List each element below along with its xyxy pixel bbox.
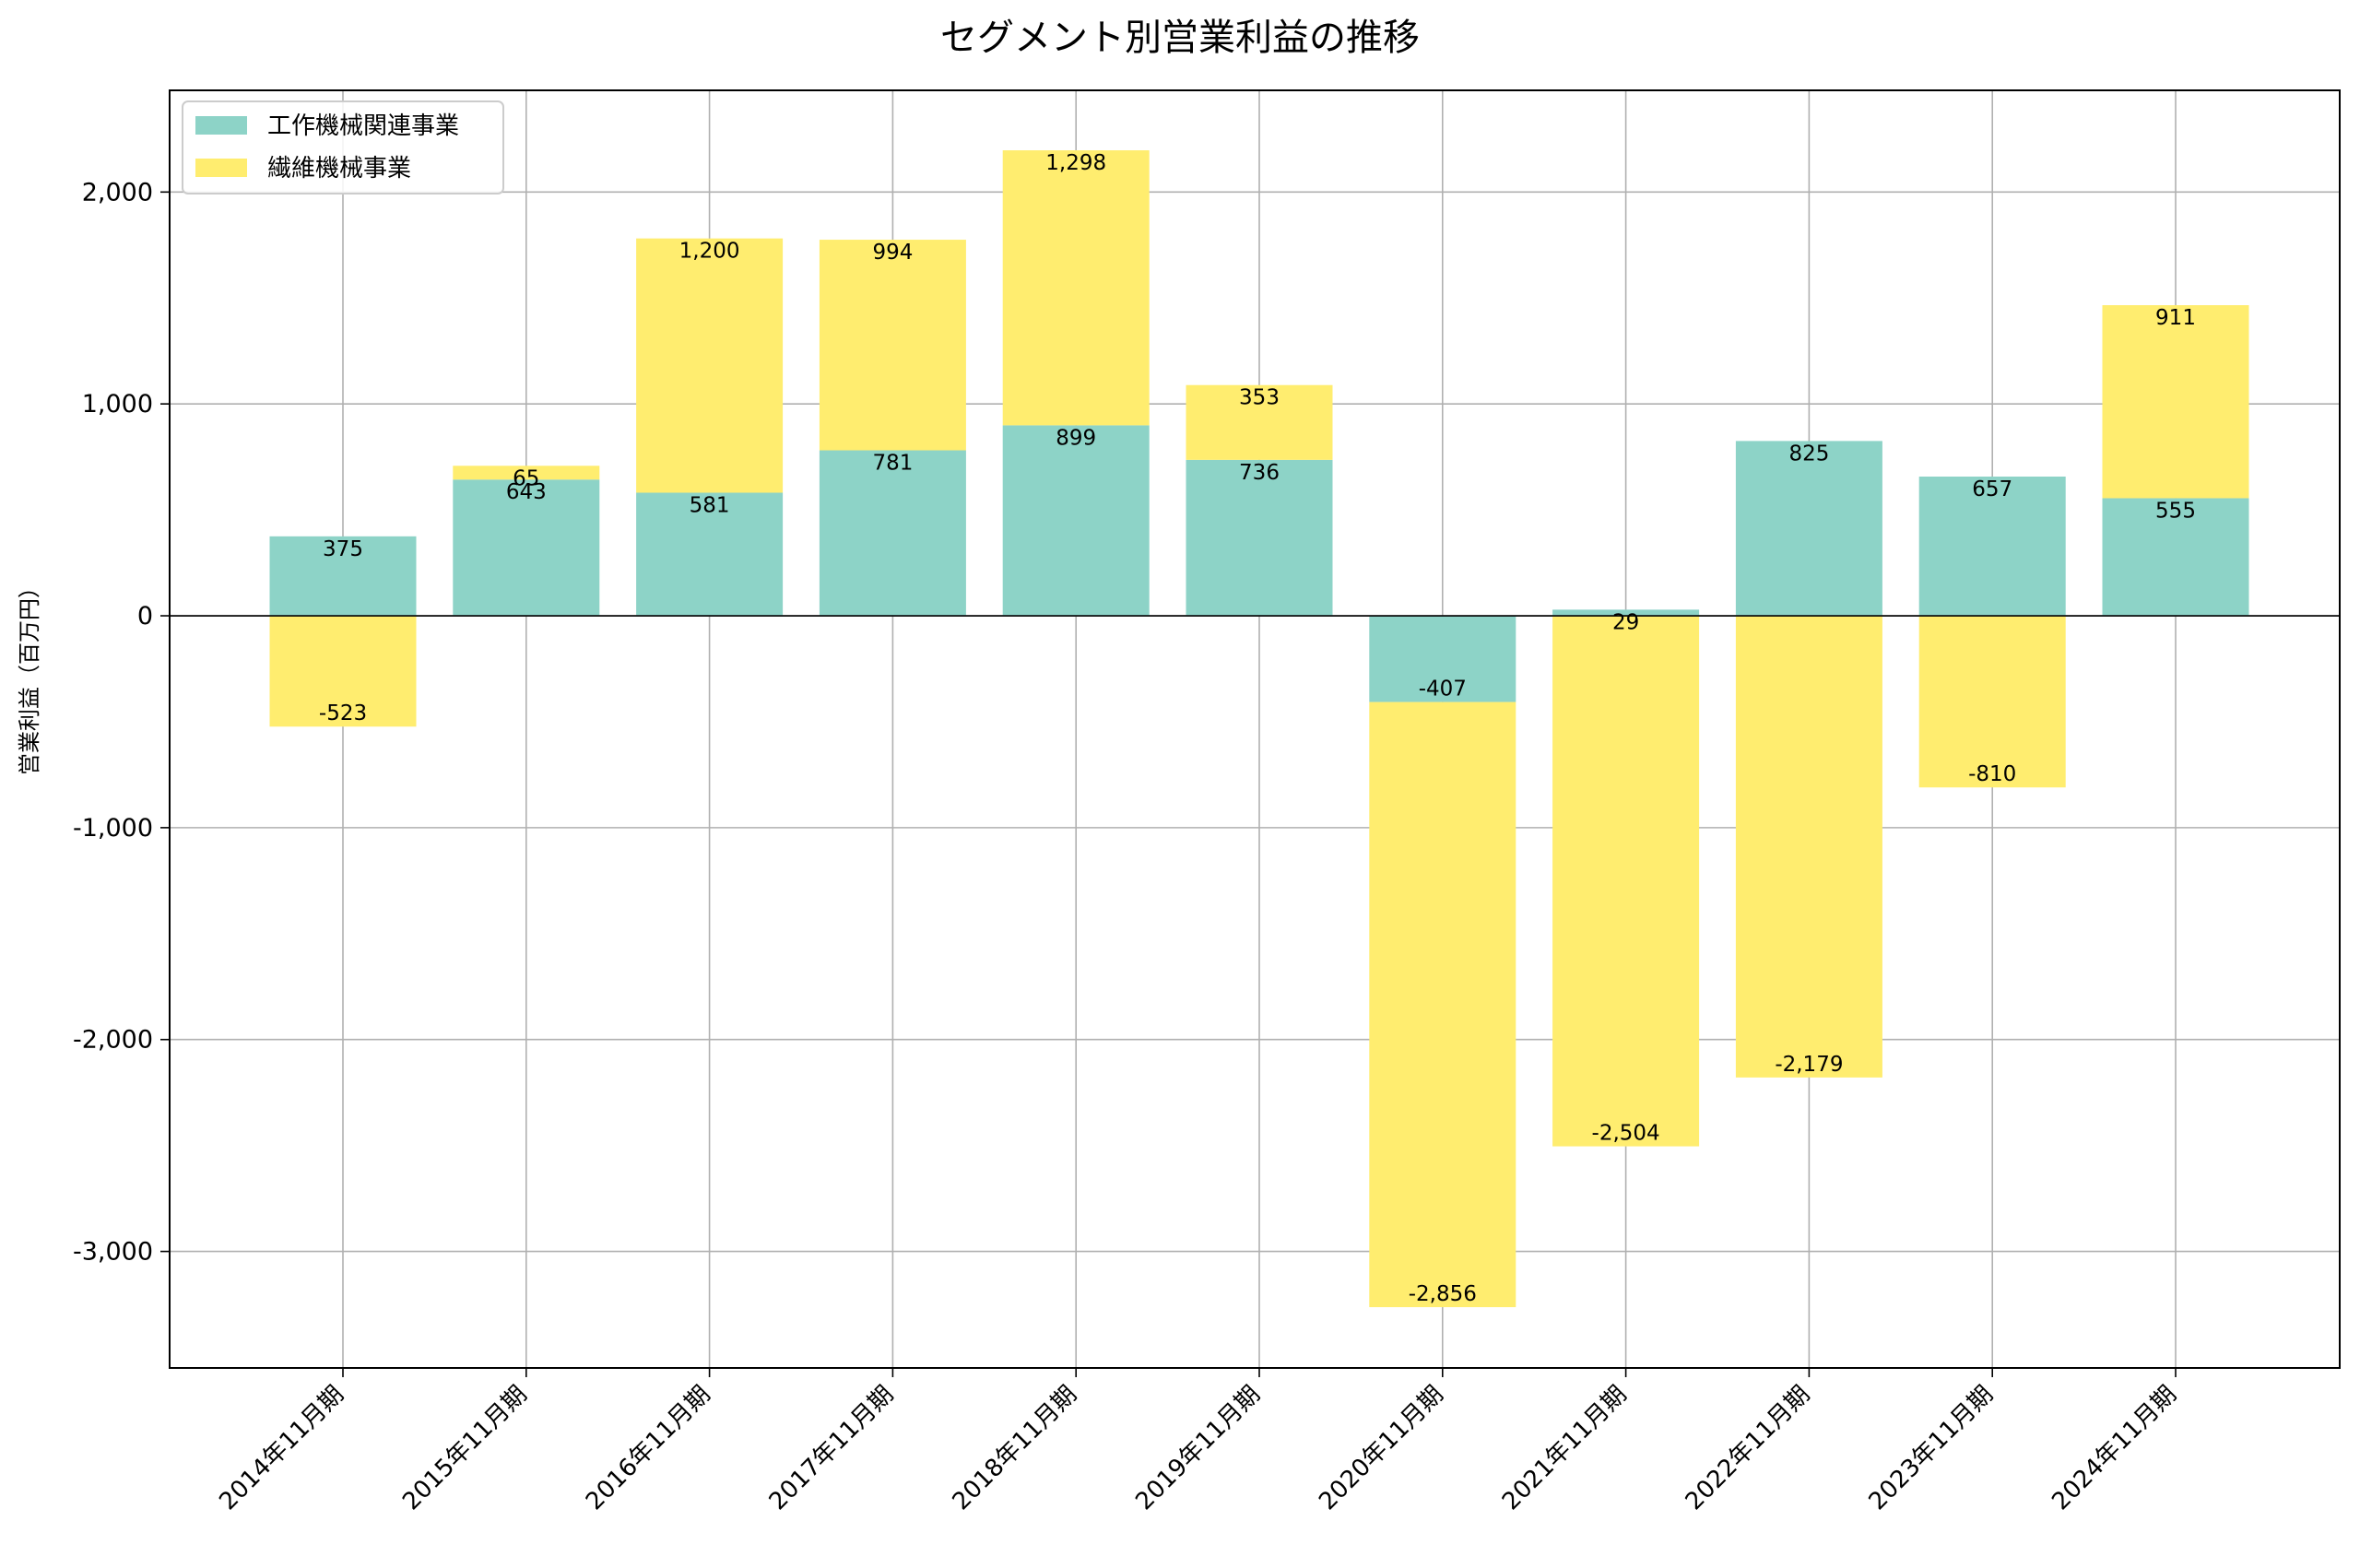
- bar-machine-tools: [819, 450, 966, 617]
- data-label-machine-tools: -407: [1419, 678, 1467, 701]
- data-label-textile-machinery: -2,856: [1409, 1282, 1477, 1306]
- x-tick-label: 2021年11月期: [1497, 1381, 1633, 1516]
- bar-machine-tools: [1735, 441, 1882, 617]
- x-tick-label: 2017年11月期: [764, 1381, 900, 1516]
- legend-swatch-textile-machinery: [195, 159, 247, 177]
- bar-machine-tools: [1918, 477, 2066, 617]
- bar-machine-tools: [453, 479, 600, 617]
- data-label-textile-machinery: -810: [1968, 762, 2016, 786]
- x-tick-label: 2014年11月期: [214, 1381, 349, 1516]
- legend-label-machine-tools: 工作機械関連事業: [267, 112, 459, 140]
- y-tick-label: 1,000: [82, 390, 153, 419]
- data-label-machine-tools: 643: [506, 480, 547, 504]
- x-tick-label: 2020年11月期: [1314, 1381, 1449, 1516]
- x-tick-label: 2018年11月期: [948, 1381, 1083, 1516]
- data-label-machine-tools: 736: [1239, 461, 1280, 485]
- x-tick-label: 2016年11月期: [581, 1381, 716, 1516]
- legend-swatch-machine-tools: [195, 116, 247, 135]
- chart-title: セグメント別営業利益の推移: [940, 17, 1420, 59]
- data-label-machine-tools: 899: [1056, 426, 1096, 450]
- bar-textile-machinery: [1186, 384, 1333, 460]
- bar-machine-tools: [1369, 616, 1516, 702]
- bar-textile-machinery: [269, 616, 417, 727]
- data-label-textile-machinery: 65: [513, 466, 539, 490]
- x-axis: 2014年11月期 2015年11月期 2016年11月期 2017年11月期 2018…: [214, 1368, 2182, 1515]
- data-label-textile-machinery: -2,504: [1592, 1122, 1660, 1146]
- bar-textile-machinery: [1369, 701, 1516, 1308]
- x-tick-label: 2015年11月期: [397, 1381, 533, 1516]
- bars: [269, 150, 2249, 1308]
- y-tick-label: -1,000: [73, 814, 153, 843]
- bar-machine-tools: [1186, 459, 1333, 617]
- bar-machine-tools: [1002, 425, 1150, 617]
- data-label-textile-machinery: -523: [319, 701, 367, 725]
- data-label-textile-machinery: 1,200: [679, 240, 740, 264]
- legend-label-textile-machinery: 繊維機械事業: [267, 155, 411, 183]
- bar-textile-machinery: [636, 238, 784, 493]
- legend: 工作機械関連事業 繊維機械事業: [182, 100, 504, 195]
- bar-textile-machinery: [2102, 305, 2249, 499]
- y-tick-label: 2,000: [82, 178, 153, 206]
- y-tick-label: 0: [137, 602, 153, 631]
- bar-textile-machinery: [1552, 616, 1700, 1147]
- data-label-textile-machinery: 353: [1239, 386, 1280, 410]
- bar-textile-machinery: [1735, 616, 1882, 1078]
- data-label-machine-tools: 375: [323, 537, 363, 561]
- y-tick-label: -2,000: [73, 1026, 153, 1055]
- legend-box: [182, 100, 504, 195]
- bar-machine-tools: [1552, 609, 1700, 617]
- data-label-textile-machinery: 911: [2155, 306, 2196, 330]
- data-label-textile-machinery: 994: [872, 241, 913, 265]
- bar-textile-machinery: [453, 466, 600, 480]
- data-label-machine-tools: 29: [1612, 610, 1639, 634]
- x-tick-label: 2019年11月期: [1130, 1381, 1266, 1516]
- data-label-machine-tools: 581: [690, 493, 730, 517]
- y-axis-label: 営業利益（百万円）: [17, 576, 42, 775]
- y-axis: 2,000 1,000 0 -1,000 -2,000 -3,000: [73, 178, 170, 1267]
- y-tick-label: -3,000: [73, 1238, 153, 1267]
- data-label-machine-tools: 657: [1972, 477, 2012, 501]
- x-tick-label: 2022年11月期: [1681, 1381, 1816, 1516]
- x-tick-label: 2024年11月期: [2047, 1381, 2182, 1516]
- data-label-textile-machinery: 1,298: [1045, 151, 1106, 175]
- bar-machine-tools: [2102, 498, 2249, 617]
- plot-frame: [169, 89, 2341, 1369]
- data-label-textile-machinery: -2,179: [1775, 1053, 1843, 1077]
- bar-textile-machinery: [1918, 616, 2066, 788]
- bar-machine-tools: [636, 492, 784, 617]
- data-label-machine-tools: 555: [2155, 499, 2196, 523]
- data-label-machine-tools: 781: [872, 452, 913, 476]
- bar-textile-machinery: [819, 240, 966, 451]
- bar-textile-machinery: [1002, 150, 1150, 426]
- data-label-machine-tools: 825: [1788, 442, 1829, 466]
- x-tick-label: 2023年11月期: [1864, 1381, 2000, 1516]
- bar-machine-tools: [269, 536, 417, 617]
